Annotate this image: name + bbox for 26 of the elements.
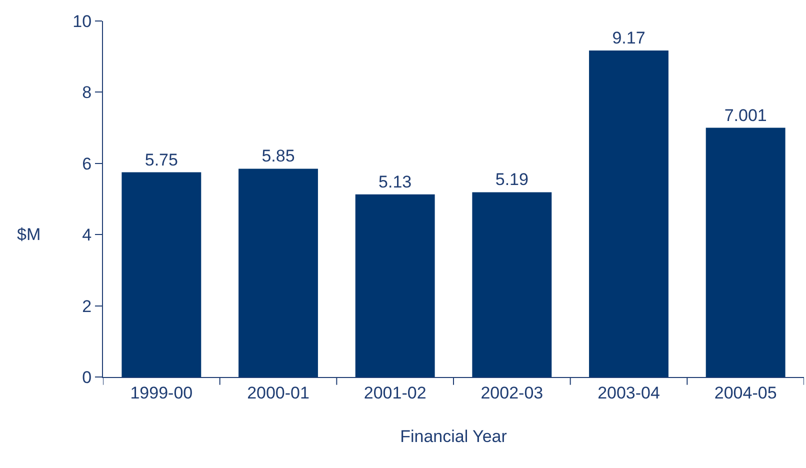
data-label: 9.17: [612, 28, 646, 48]
bar: [238, 168, 318, 377]
x-tick-label: 2004-05: [714, 383, 777, 402]
y-tick-label: 10: [72, 12, 92, 31]
x-tick-label: 1999-00: [130, 383, 193, 402]
y-tick-label: 2: [82, 296, 92, 316]
x-tick-label: 2000-01: [247, 383, 310, 402]
y-tick-label: 4: [82, 226, 92, 245]
bar: [706, 128, 786, 377]
y-tick-label: 6: [82, 154, 92, 174]
bar: [472, 192, 552, 377]
data-label: 5.13: [378, 172, 412, 192]
data-label: 5.85: [262, 146, 295, 166]
data-label: 5.75: [144, 150, 178, 170]
data-label: 7.001: [724, 106, 767, 125]
x-axis-title: Financial Year: [400, 426, 508, 446]
y-tick-label: 8: [82, 83, 92, 102]
bar: [589, 50, 668, 377]
bar: [122, 172, 202, 377]
bar: [355, 194, 435, 377]
x-tick-label: 2001-02: [364, 383, 426, 402]
y-tick-label: 0: [82, 368, 92, 387]
y-axis-title: $M: [17, 225, 41, 244]
x-tick-label: 2003-04: [598, 383, 660, 402]
x-tick-label: 2002-03: [480, 383, 544, 402]
data-label: 5.19: [495, 170, 528, 190]
